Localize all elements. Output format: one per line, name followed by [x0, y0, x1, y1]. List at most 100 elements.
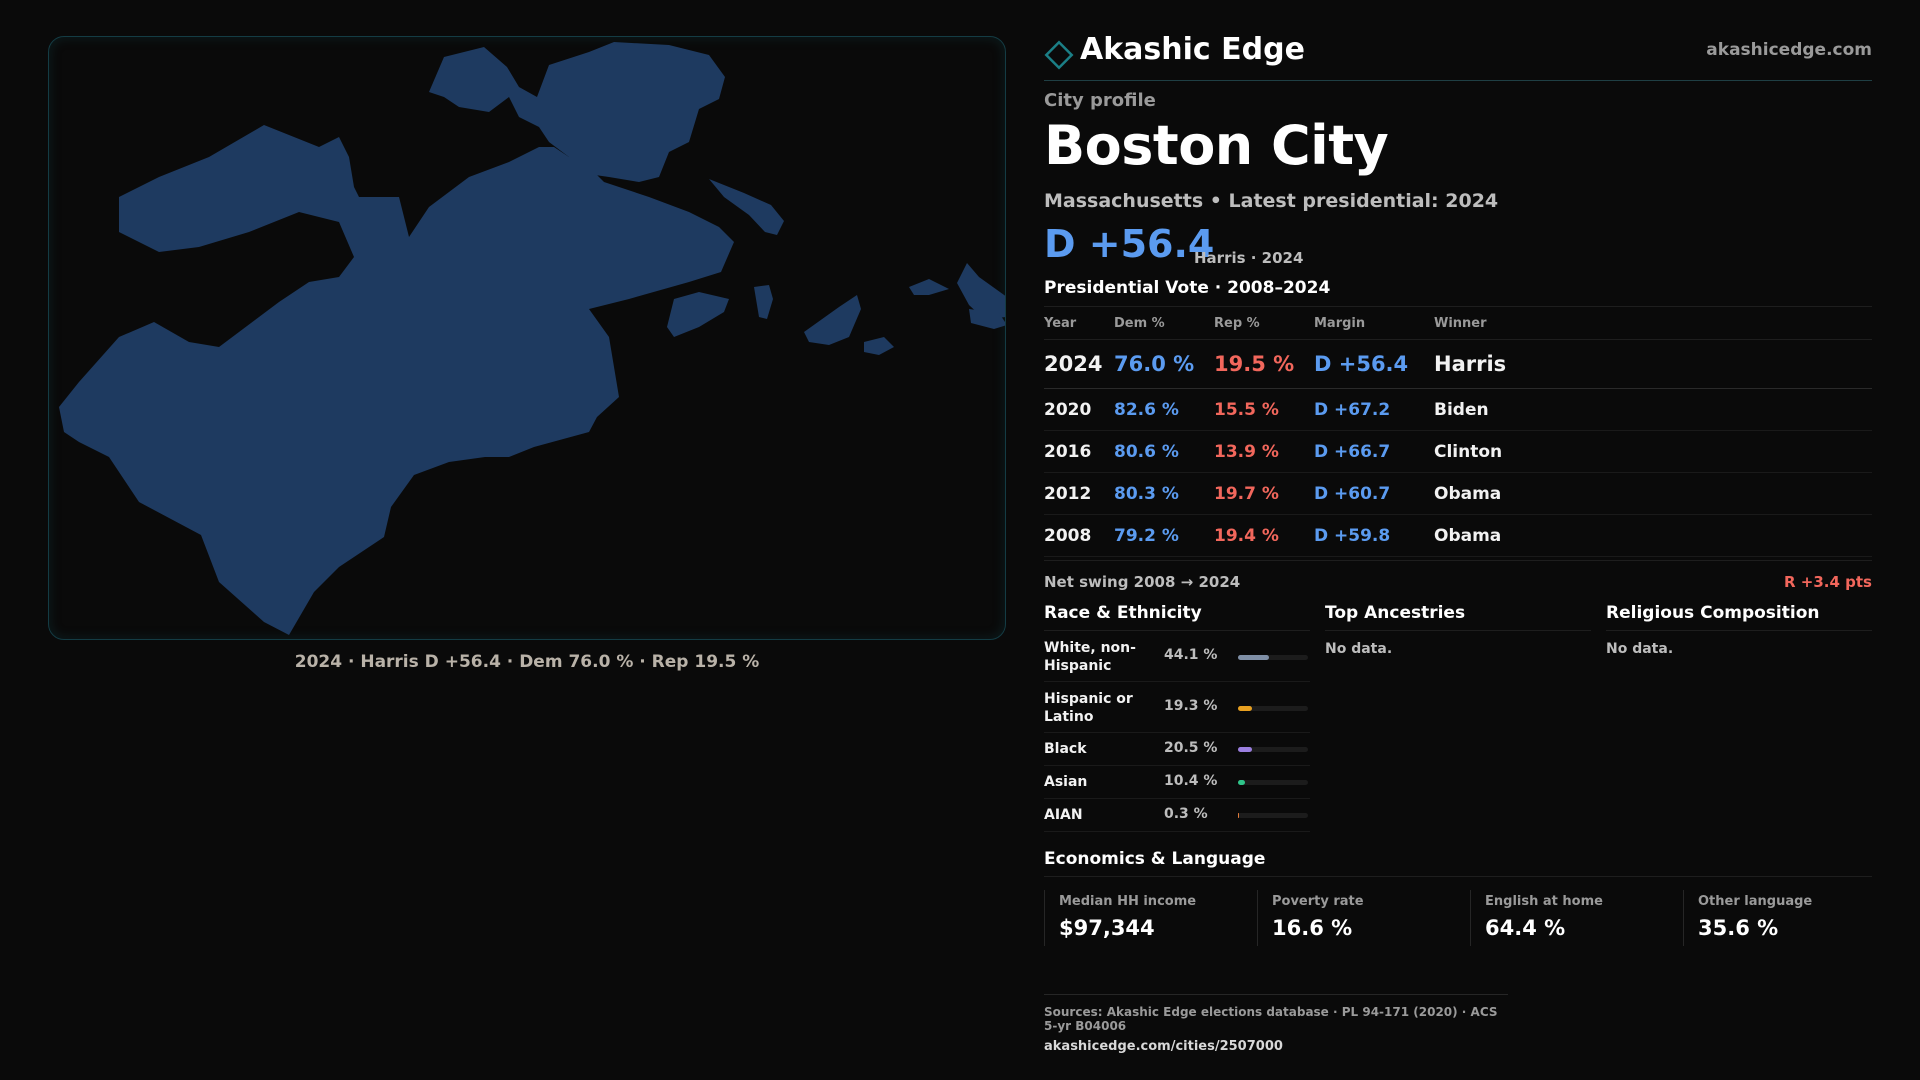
- econ-label: English at home: [1485, 894, 1603, 909]
- row-year: 2008: [1044, 514, 1114, 557]
- table-row: 2008 79.2 % 19.4 % D +59.8 Obama: [1044, 514, 1872, 557]
- city-map-svg: [59, 42, 1005, 635]
- row-winner: Obama: [1434, 514, 1872, 557]
- profile-kicker: City profile: [1044, 90, 1156, 111]
- brand-url-link[interactable]: akashicedge.com: [1706, 40, 1872, 60]
- econ-label: Other language: [1698, 894, 1813, 909]
- city-north-section: [429, 42, 725, 182]
- econ-value: 64.4 %: [1485, 916, 1566, 940]
- header-margin: Margin: [1314, 306, 1434, 340]
- island-6: [864, 337, 894, 355]
- city-map[interactable]: [48, 36, 1006, 640]
- profile-subtitle: Massachusetts • Latest presidential: 202…: [1044, 190, 1499, 212]
- econ-value: $97,344: [1059, 916, 1155, 940]
- race-bar-fill: [1238, 655, 1269, 660]
- table-row: 2020 82.6 % 15.5 % D +67.2 Biden: [1044, 388, 1872, 431]
- race-label: Hispanic or Latino: [1044, 691, 1133, 725]
- row-dem: 79.2 %: [1114, 514, 1214, 557]
- race-label: Black: [1044, 741, 1087, 757]
- race-bar-fill: [1238, 780, 1246, 785]
- row-dem: 82.6 %: [1114, 388, 1214, 431]
- net-swing-label: Net swing 2008 → 2024: [1044, 573, 1241, 591]
- religion-no-data: No data.: [1606, 641, 1674, 657]
- sources-footer: Sources: Akashic Edge elections database…: [1044, 994, 1508, 1054]
- header-winner: Winner: [1434, 306, 1872, 340]
- ancestries-no-data: No data.: [1325, 641, 1393, 657]
- religion-section: Religious Composition No data.: [1606, 596, 1872, 657]
- row-rep: 13.9 %: [1214, 430, 1314, 473]
- diamond-logo-icon: [1044, 40, 1074, 70]
- table-row: 2024 76.0 % 19.5 % D +56.4 Harris: [1044, 339, 1872, 389]
- island-2: [754, 285, 773, 319]
- latest-margin: D +56.4: [1044, 222, 1215, 266]
- island-5: [957, 263, 1005, 319]
- race-row-aian: AIAN 0.3 %: [1044, 799, 1310, 832]
- table-header-row: Year Dem % Rep % Margin Winner: [1044, 306, 1872, 340]
- row-rep: 19.7 %: [1214, 472, 1314, 515]
- row-winner: Biden: [1434, 388, 1872, 431]
- header-year: Year: [1044, 306, 1114, 340]
- row-winner: Clinton: [1434, 430, 1872, 473]
- sources-text: Sources: Akashic Edge elections database…: [1044, 1005, 1498, 1033]
- economics-grid: Median HH income $97,344 Poverty rate 16…: [1044, 890, 1872, 946]
- race-bar-track: [1238, 813, 1308, 818]
- row-dem: 80.6 %: [1114, 430, 1214, 473]
- island-1: [667, 292, 729, 337]
- row-year: 2016: [1044, 430, 1114, 473]
- ancestries-section: Top Ancestries No data.: [1325, 596, 1591, 657]
- row-year: 2020: [1044, 388, 1114, 431]
- city-east-spit: [709, 179, 784, 235]
- row-margin: D +56.4: [1314, 339, 1434, 389]
- island-4: [909, 279, 949, 295]
- source-page-link[interactable]: akashicedge.com/cities/2507000: [1044, 1039, 1283, 1054]
- race-bar-fill: [1238, 813, 1240, 818]
- race-label: AIAN: [1044, 807, 1083, 823]
- page-title: Boston City: [1044, 114, 1389, 177]
- religion-title: Religious Composition: [1606, 596, 1872, 631]
- map-caption: 2024 · Harris D +56.4 · Dem 76.0 % · Rep…: [294, 652, 760, 672]
- city-boundary: [59, 42, 1005, 635]
- row-rep: 15.5 %: [1214, 388, 1314, 431]
- econ-value: 35.6 %: [1698, 916, 1779, 940]
- row-dem: 76.0 %: [1114, 339, 1214, 389]
- race-bar-track: [1238, 780, 1308, 785]
- race-row-black: Black 20.5 %: [1044, 733, 1310, 766]
- latest-margin-note: Harris · 2024: [1194, 249, 1304, 267]
- presidential-vote-table: Year Dem % Rep % Margin Winner 2024 76.0…: [1044, 306, 1872, 557]
- island-7: [969, 309, 1005, 329]
- race-row-hispanic: Hispanic or Latino 19.3 %: [1044, 682, 1310, 733]
- city-main-landmass: [59, 125, 734, 635]
- race-pct: 10.4 %: [1164, 773, 1218, 789]
- econ-label: Poverty rate: [1272, 894, 1364, 909]
- brand-header: Akashic Edge akashicedge.com: [1044, 30, 1872, 81]
- row-rep: 19.4 %: [1214, 514, 1314, 557]
- net-swing-row: Net swing 2008 → 2024 R +3.4 pts: [1044, 560, 1872, 595]
- race-pct: 0.3 %: [1164, 806, 1208, 822]
- race-label: Asian: [1044, 774, 1088, 790]
- race-pct: 44.1 %: [1164, 647, 1218, 663]
- econ-label: Median HH income: [1059, 894, 1197, 909]
- economics-title: Economics & Language: [1044, 842, 1872, 877]
- race-bar-track: [1238, 706, 1308, 711]
- race-bar-track: [1238, 747, 1308, 752]
- row-rep: 19.5 %: [1214, 339, 1314, 389]
- race-bar-fill: [1238, 706, 1252, 711]
- brand-name: Akashic Edge: [1080, 32, 1305, 67]
- econ-value: 16.6 %: [1272, 916, 1353, 940]
- row-margin: D +59.8: [1314, 514, 1434, 557]
- race-label: White, non-Hispanic: [1044, 640, 1136, 674]
- race-pct: 19.3 %: [1164, 698, 1218, 714]
- island-3: [804, 295, 861, 345]
- header-dem: Dem %: [1114, 306, 1214, 340]
- row-year: 2024: [1044, 339, 1114, 389]
- row-margin: D +66.7: [1314, 430, 1434, 473]
- race-ethnicity-title: Race & Ethnicity: [1044, 596, 1310, 631]
- row-winner: Harris: [1434, 339, 1872, 389]
- presidential-vote-title: Presidential Vote · 2008–2024: [1044, 278, 1331, 298]
- table-row: 2016 80.6 % 13.9 % D +66.7 Clinton: [1044, 430, 1872, 473]
- row-year: 2012: [1044, 472, 1114, 515]
- row-margin: D +60.7: [1314, 472, 1434, 515]
- race-ethnicity-section: Race & Ethnicity White, non-Hispanic 44.…: [1044, 596, 1310, 832]
- ancestries-title: Top Ancestries: [1325, 596, 1591, 631]
- economics-title-text: Economics & Language: [1044, 849, 1266, 869]
